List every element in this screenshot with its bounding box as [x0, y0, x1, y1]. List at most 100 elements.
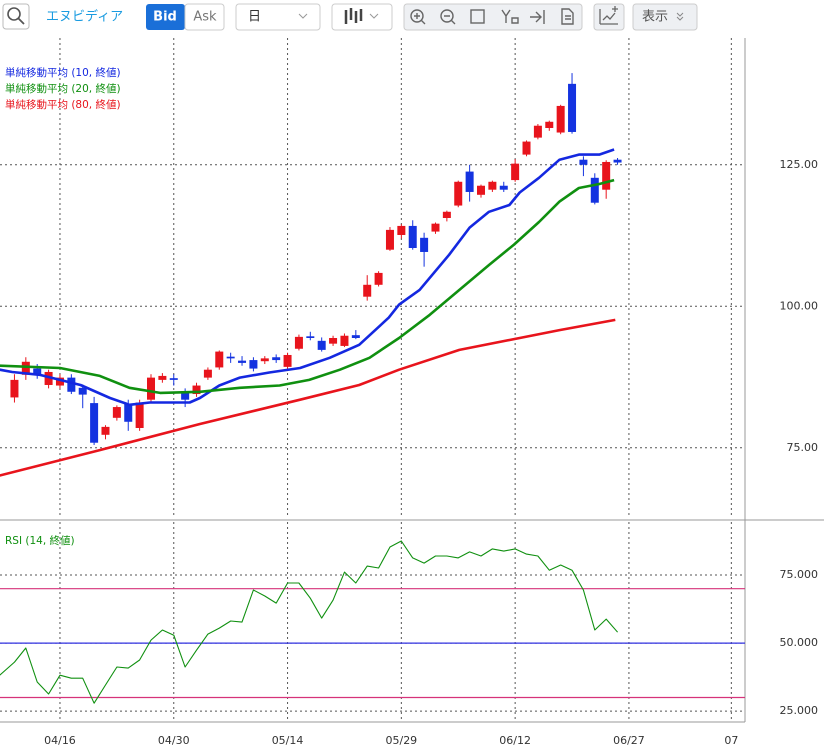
candle-body [135, 402, 144, 428]
document-icon[interactable] [561, 8, 574, 25]
candle-body [33, 368, 42, 375]
candle-body [283, 354, 292, 367]
candle-body [10, 379, 19, 398]
x-tick-label: 04/30 [158, 734, 190, 747]
candle-icon [344, 8, 363, 24]
plot-area [0, 38, 745, 518]
candle-body [203, 369, 212, 378]
y-tick-label: 75.00 [787, 441, 819, 454]
candle-body [533, 125, 542, 138]
candle-body [465, 171, 474, 192]
legend-entry: 単純移動平均 (20, 終値) [5, 82, 121, 95]
candle-body [556, 105, 565, 133]
candle-body [477, 185, 486, 195]
candle-body [602, 161, 611, 190]
search-icon [17, 17, 25, 25]
candle-body [306, 336, 315, 338]
zoom-out-icon[interactable] [440, 9, 454, 23]
y-tick-label: 125.00 [780, 158, 819, 171]
series-line [0, 318, 616, 477]
candle-body [579, 159, 588, 165]
toolbar: エヌビディア Bid Ask 日 表示 [2, 3, 698, 31]
display-button[interactable] [632, 3, 698, 31]
candle-body [158, 375, 167, 380]
x-tick-label: 04/16 [44, 734, 76, 747]
display-label[interactable]: 表示 [642, 10, 668, 25]
y-tick-label: 25.000 [780, 704, 819, 717]
candle-body [545, 121, 554, 128]
jump-icon[interactable] [530, 10, 545, 24]
legend-entry: 単純移動平均 (80, 終値) [5, 98, 121, 111]
candle-body [226, 356, 235, 359]
period-select[interactable] [235, 3, 321, 31]
candle-body [499, 185, 508, 190]
candle-body [215, 351, 224, 368]
candle-body [317, 340, 326, 350]
bid-button[interactable] [146, 4, 185, 30]
series-line [0, 540, 619, 704]
candle-body [385, 229, 394, 250]
legend-entry: 単純移動平均 (10, 終値) [5, 66, 121, 79]
y-tick-label: 50.000 [780, 636, 819, 649]
candle-body [78, 387, 87, 395]
candle-body [44, 371, 53, 385]
x-tick-label: 05/14 [272, 734, 304, 747]
candle-body [420, 237, 429, 252]
period-label[interactable]: 日 [248, 10, 261, 25]
bid-label[interactable]: Bid [153, 10, 177, 25]
ask-label[interactable]: Ask [193, 10, 217, 25]
display-arrow [676, 12, 684, 21]
series-line [0, 148, 615, 407]
candle-body [55, 377, 64, 386]
symbol-name[interactable]: エヌビディア [46, 9, 123, 25]
candle-body [21, 361, 30, 375]
plot-area [0, 522, 745, 722]
x-tick-label: 06/27 [613, 734, 645, 747]
dropdown-arrow [298, 13, 308, 19]
legend-entry: RSI (14, 終値) [5, 534, 75, 547]
indicator-icon [599, 6, 618, 25]
candle-body [112, 407, 121, 418]
candle-body [613, 159, 622, 163]
ask-button[interactable] [184, 3, 225, 31]
candle-body [340, 335, 349, 346]
candle-body [249, 360, 258, 369]
candle-body [260, 358, 269, 362]
y-tick-label: 75.000 [780, 568, 819, 581]
search-icon [7, 7, 21, 21]
candle-body [147, 377, 156, 400]
candle-body [488, 181, 497, 190]
candle-body [329, 338, 338, 344]
candle-body [169, 378, 178, 380]
candle-body [272, 357, 281, 361]
zoom-in-icon [414, 13, 426, 25]
x-tick-label: 06/12 [499, 734, 531, 747]
candle-body [124, 403, 133, 422]
candle-body [101, 426, 110, 435]
candle-body [363, 284, 372, 297]
candle-body [67, 377, 76, 392]
candle-body [294, 336, 303, 349]
candle-body [181, 391, 190, 400]
dropdown-arrow [369, 13, 379, 19]
price-icon[interactable] [501, 9, 519, 24]
x-tick-label: 05/29 [385, 734, 417, 747]
candle-body [590, 177, 599, 203]
series-line [0, 178, 615, 395]
indicator-button[interactable] [593, 3, 625, 31]
fit-icon[interactable] [470, 9, 485, 24]
candle-body [431, 223, 440, 232]
candle-body [90, 403, 99, 443]
candle-body [397, 225, 406, 235]
candle-body [511, 163, 520, 181]
candle-body [374, 272, 383, 285]
x-tick-label: 07 [724, 734, 738, 747]
candle-body [238, 360, 247, 363]
candle-body [522, 141, 531, 155]
zoom-out-icon [444, 15, 456, 25]
candle-body [192, 385, 201, 395]
candle-body [408, 225, 417, 248]
candle-body [454, 181, 463, 206]
zoom-in-icon[interactable] [410, 9, 424, 23]
